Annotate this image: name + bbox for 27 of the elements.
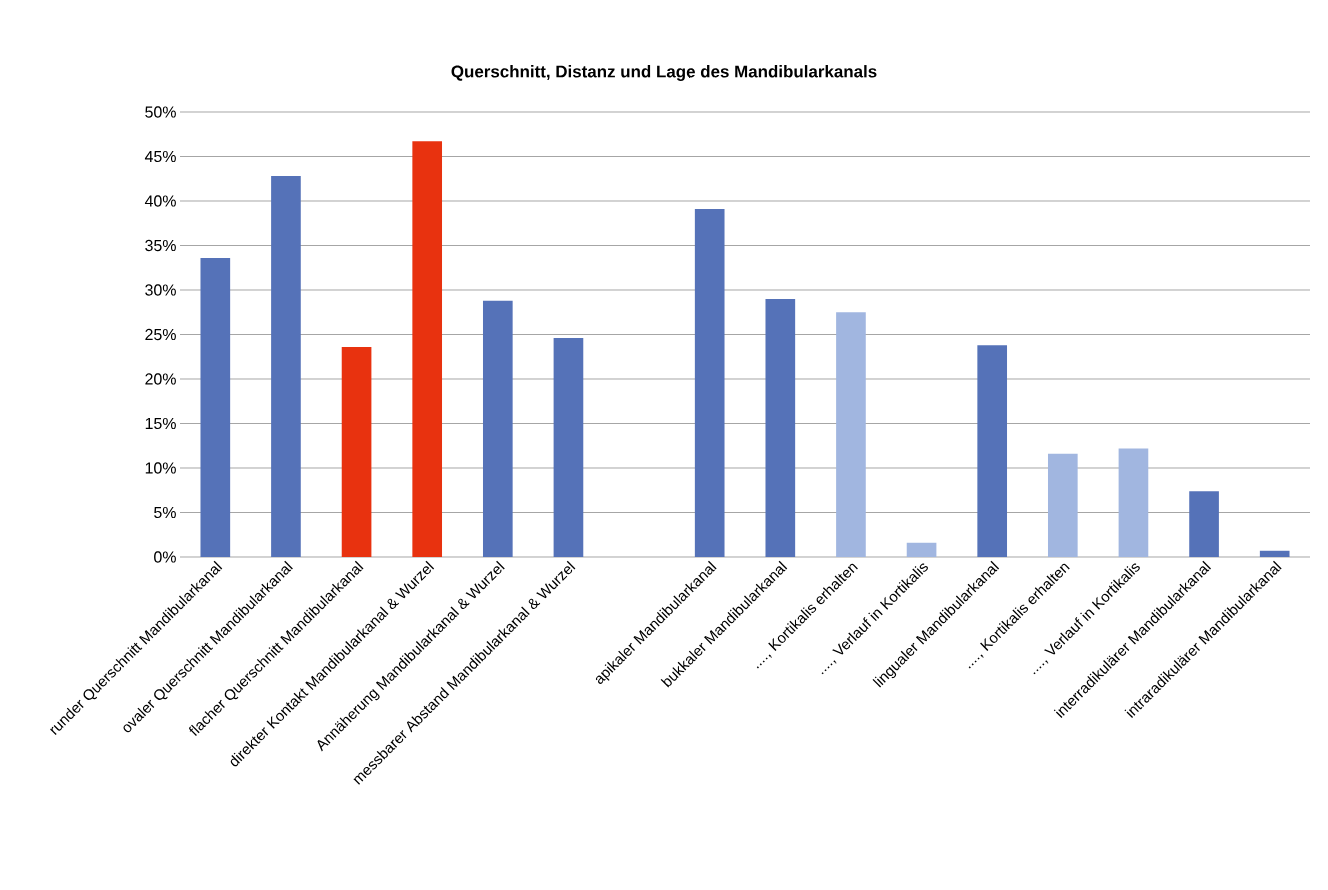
y-tick-label: 40% [144,195,176,207]
bar [836,312,866,557]
bar [1047,453,1078,557]
bar [906,542,937,557]
bar [341,346,372,557]
bar [271,176,301,557]
bar [553,338,584,557]
y-tick-label: 25% [145,328,176,341]
y-tick-label: 35% [145,239,176,252]
bar [1259,550,1290,557]
bar [765,298,796,557]
bar [694,209,725,557]
y-tick-label: 20% [145,373,176,385]
bar [1189,491,1219,557]
y-tick-label: 45% [144,150,176,163]
y-tick-label: 0% [154,551,176,563]
bar [412,141,443,557]
bar [200,257,231,557]
y-tick-label: 15% [145,417,176,430]
chart-title: Querschnitt, Distanz und Lage des Mandibularkanals [451,65,877,81]
y-tick-label: 50% [145,106,176,118]
bar [1118,448,1149,557]
y-tick-label: 10% [145,462,176,474]
bar [977,345,1008,557]
y-tick-label: 30% [145,284,176,296]
y-tick-label: 5% [154,506,176,519]
bar [482,300,513,557]
